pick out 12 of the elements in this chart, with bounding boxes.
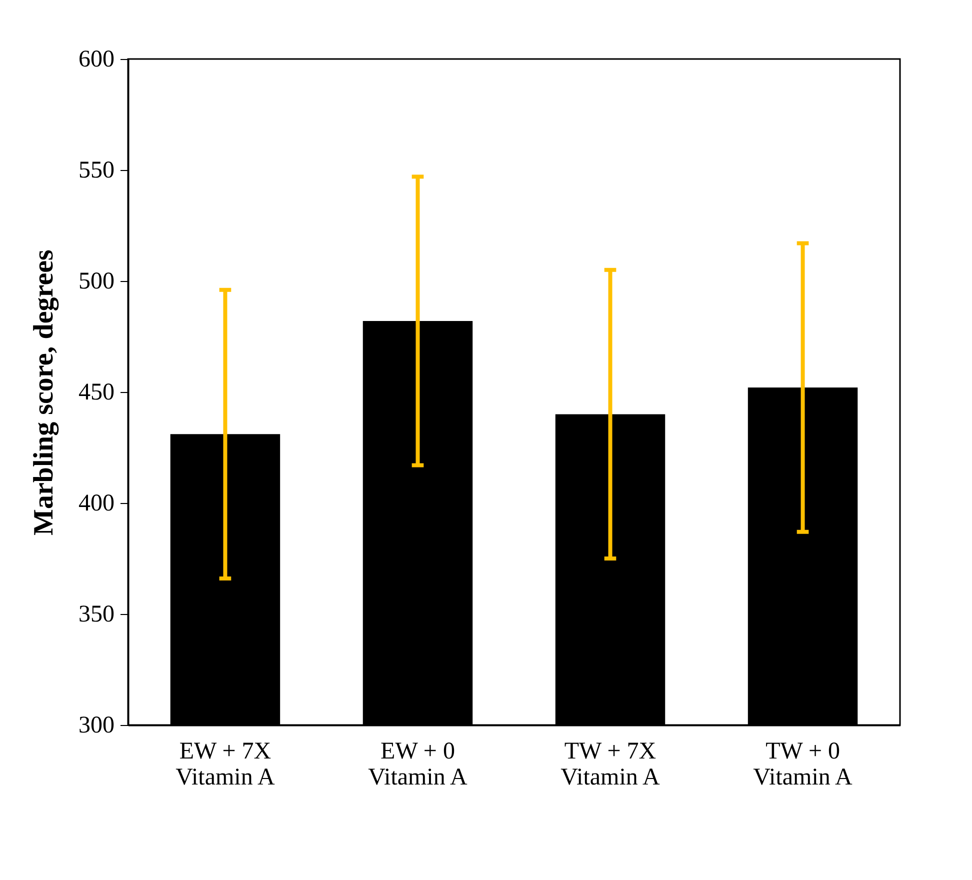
y-tick-label: 600 — [78, 46, 114, 72]
y-axis-title: Marbling score, degrees — [28, 249, 60, 536]
x-tick-label: TW + 0 Vitamin A — [753, 738, 854, 790]
x-tick-label: EW + 7X Vitamin A — [176, 738, 276, 790]
y-tick-label: 550 — [78, 158, 114, 184]
y-tick-label: 400 — [78, 490, 114, 516]
x-tick-label: EW + 0 Vitamin A — [368, 738, 468, 790]
y-tick-label: 300 — [78, 712, 114, 738]
y-tick-label: 450 — [78, 380, 114, 406]
x-tick-label: TW + 7X Vitamin A — [560, 738, 661, 790]
y-tick-label: 350 — [78, 602, 114, 628]
y-tick-label: 500 — [78, 268, 114, 294]
